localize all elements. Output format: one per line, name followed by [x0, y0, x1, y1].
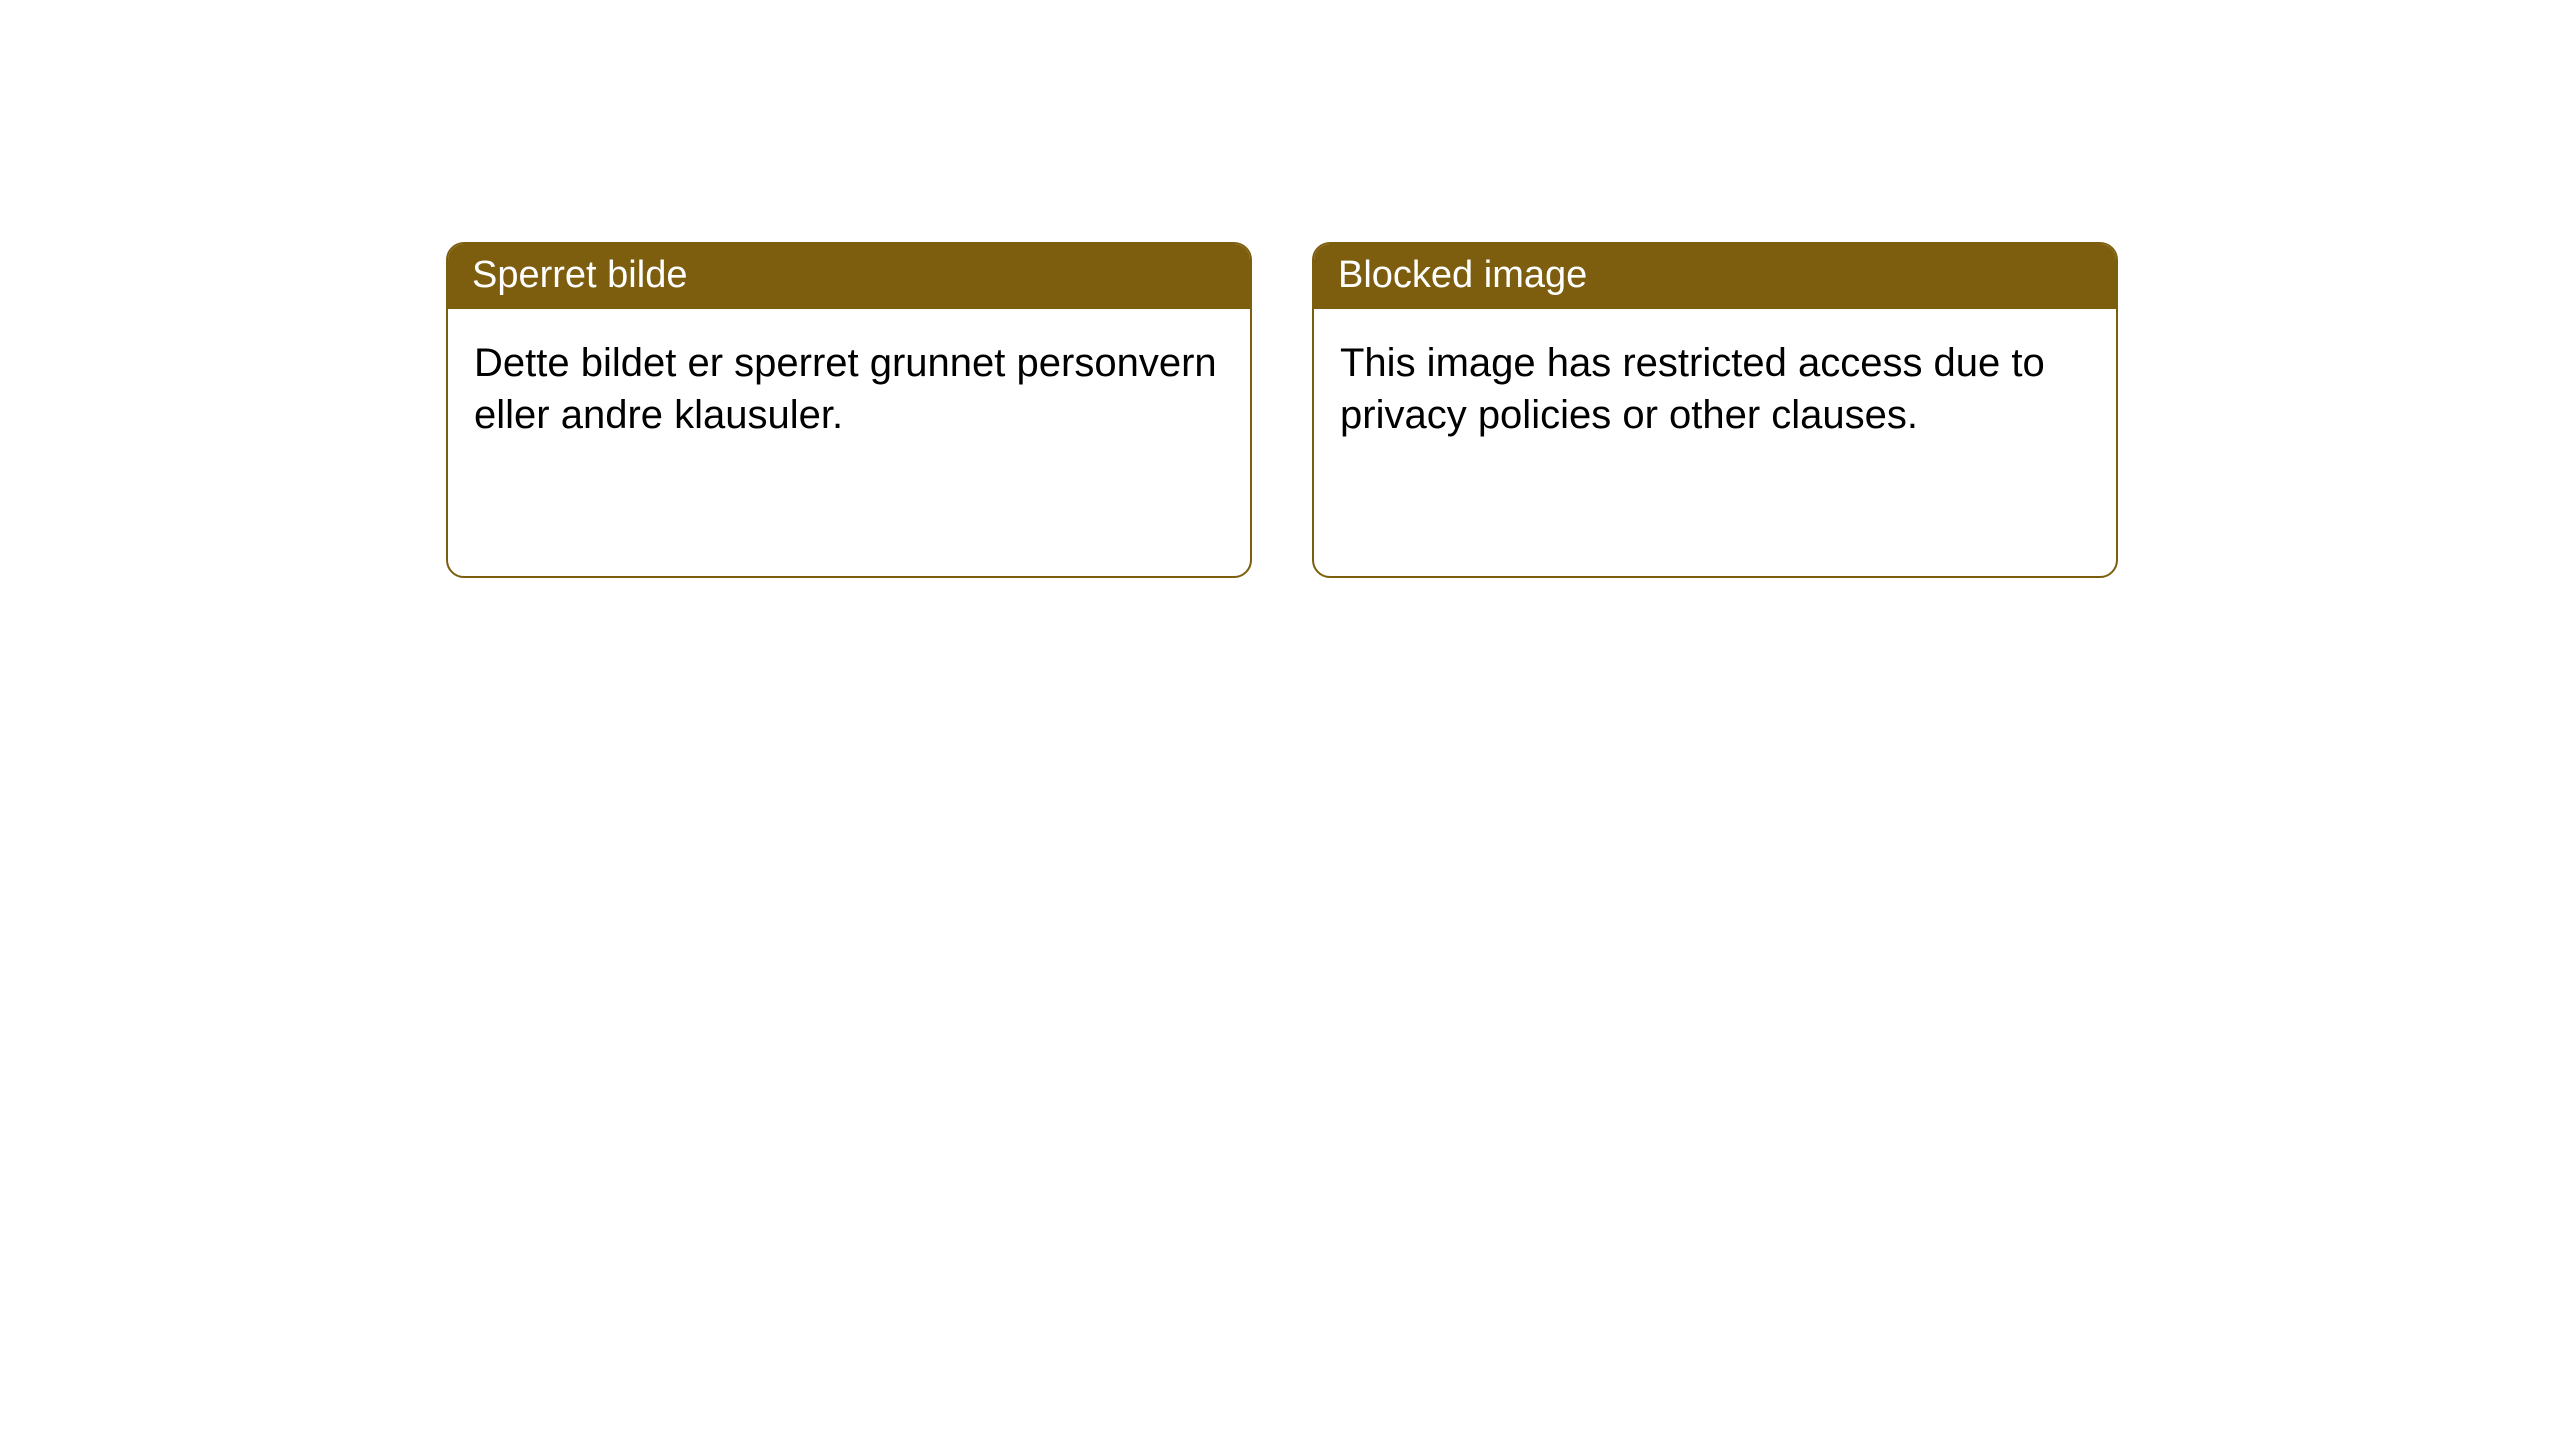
notice-body: Dette bildet er sperret grunnet personve… [448, 309, 1250, 469]
notice-header: Sperret bilde [448, 244, 1250, 309]
notice-title: Sperret bilde [472, 254, 687, 296]
notice-card-english: Blocked image This image has restricted … [1312, 242, 2118, 578]
notice-card-norwegian: Sperret bilde Dette bildet er sperret gr… [446, 242, 1252, 578]
notice-container: Sperret bilde Dette bildet er sperret gr… [446, 242, 2118, 578]
notice-body-text: Dette bildet er sperret grunnet personve… [474, 341, 1217, 437]
notice-body-text: This image has restricted access due to … [1340, 341, 2045, 437]
notice-title: Blocked image [1338, 254, 1587, 296]
notice-body: This image has restricted access due to … [1314, 309, 2116, 469]
notice-header: Blocked image [1314, 244, 2116, 309]
